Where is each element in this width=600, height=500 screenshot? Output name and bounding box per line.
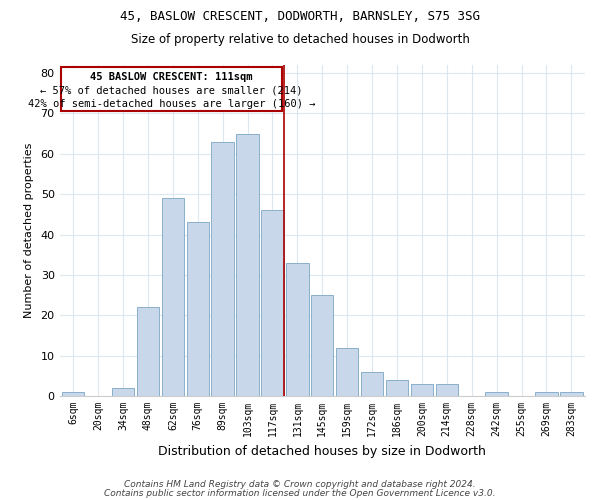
Text: 42% of semi-detached houses are larger (160) →: 42% of semi-detached houses are larger (… bbox=[28, 98, 316, 108]
Bar bbox=[436, 384, 458, 396]
Bar bbox=[211, 142, 234, 396]
Bar bbox=[485, 392, 508, 396]
Text: Contains HM Land Registry data © Crown copyright and database right 2024.: Contains HM Land Registry data © Crown c… bbox=[124, 480, 476, 489]
Text: 45, BASLOW CRESCENT, DODWORTH, BARNSLEY, S75 3SG: 45, BASLOW CRESCENT, DODWORTH, BARNSLEY,… bbox=[120, 10, 480, 23]
Bar bbox=[112, 388, 134, 396]
Bar bbox=[336, 348, 358, 396]
Y-axis label: Number of detached properties: Number of detached properties bbox=[23, 143, 34, 318]
Text: ← 57% of detached houses are smaller (214): ← 57% of detached houses are smaller (21… bbox=[40, 85, 303, 95]
Bar bbox=[236, 134, 259, 396]
Bar bbox=[386, 380, 408, 396]
Bar bbox=[62, 392, 85, 396]
Text: Size of property relative to detached houses in Dodworth: Size of property relative to detached ho… bbox=[131, 32, 469, 46]
Bar bbox=[137, 307, 159, 396]
Bar bbox=[560, 392, 583, 396]
FancyBboxPatch shape bbox=[61, 67, 283, 112]
X-axis label: Distribution of detached houses by size in Dodworth: Distribution of detached houses by size … bbox=[158, 444, 486, 458]
Bar bbox=[410, 384, 433, 396]
Bar bbox=[187, 222, 209, 396]
Bar bbox=[361, 372, 383, 396]
Bar bbox=[311, 295, 334, 396]
Text: Contains public sector information licensed under the Open Government Licence v3: Contains public sector information licen… bbox=[104, 488, 496, 498]
Bar bbox=[535, 392, 557, 396]
Bar bbox=[261, 210, 284, 396]
Text: 45 BASLOW CRESCENT: 111sqm: 45 BASLOW CRESCENT: 111sqm bbox=[91, 72, 253, 82]
Bar bbox=[161, 198, 184, 396]
Bar bbox=[286, 263, 308, 396]
